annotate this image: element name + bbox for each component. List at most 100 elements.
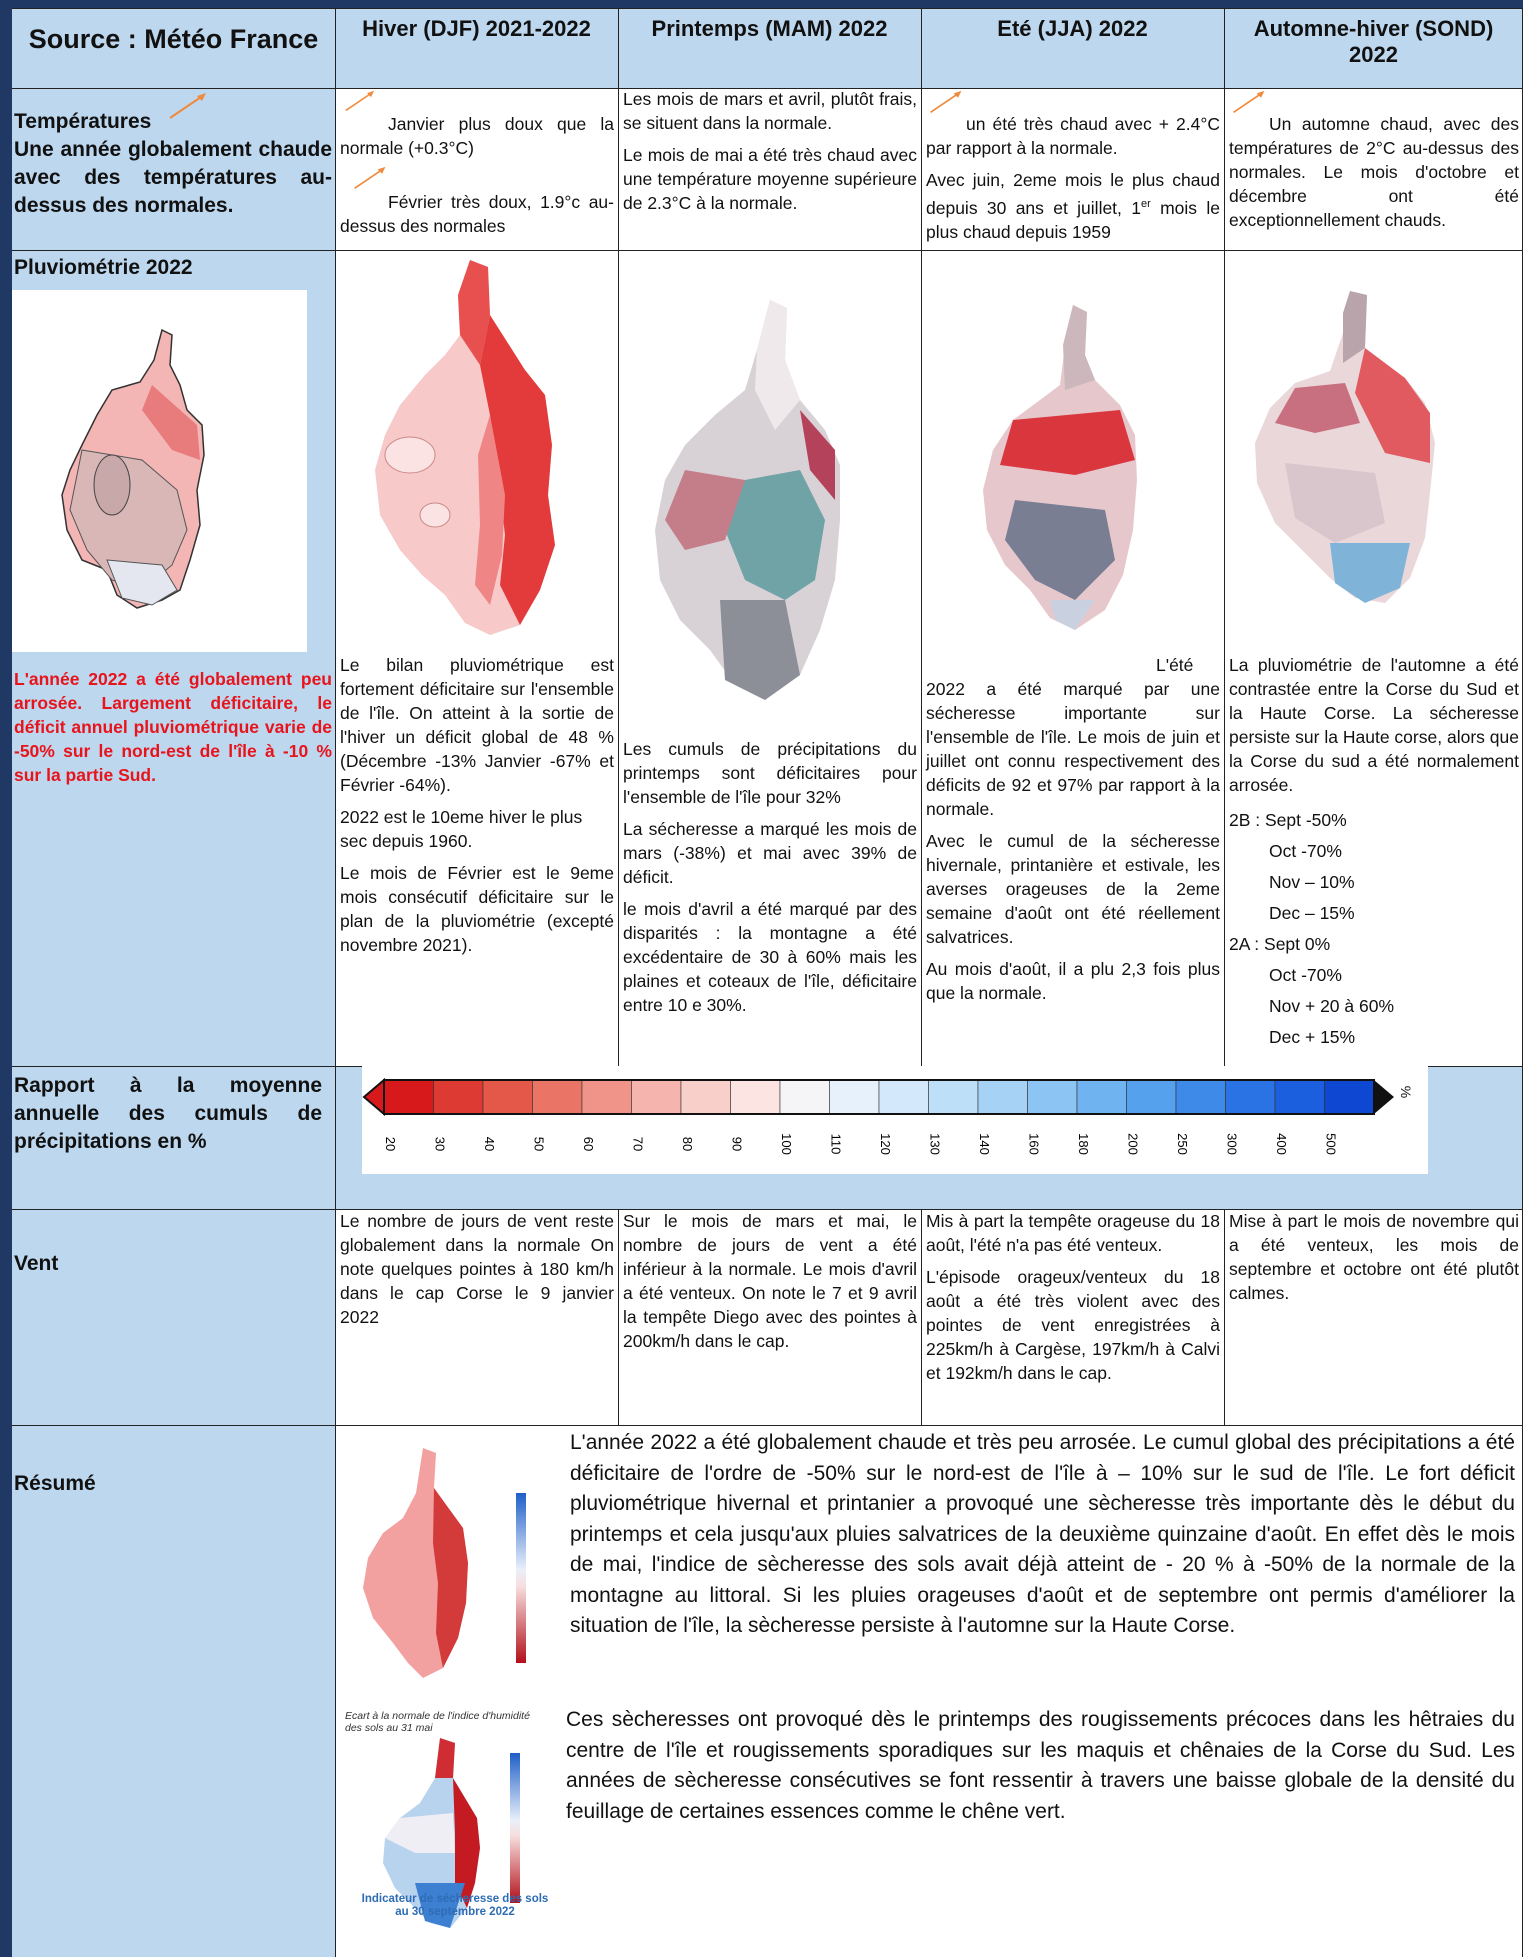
pluvio-automne-item: 2B : Sept -50%: [1229, 810, 1347, 830]
corsica-drought-map: [383, 1738, 520, 1928]
temp-ete-1-text: un été très chaud avec + 2.4°C par rappo…: [926, 114, 1220, 158]
pluvio-hiver-2: 2022 est le 10eme hiver le plus sec depu…: [340, 807, 583, 851]
pluvio-automne-item: Oct -70%: [1269, 841, 1342, 861]
scale-swatch: [1274, 1079, 1325, 1115]
resume-para-1: L'année 2022 a été globalement chaude et…: [570, 1431, 1515, 1637]
temp-ete-2: Avec juin, 2eme mois le plus chaud depui…: [926, 168, 1220, 244]
label-bg-rapport: [12, 1067, 335, 1209]
scale-swatch: [433, 1079, 484, 1115]
scale-tick-label: 140: [977, 1133, 992, 1155]
scale-swatch: [1324, 1079, 1375, 1115]
pluvio-ete: L'été 2022 a été marqué par une sécheres…: [922, 653, 1224, 1013]
temp-hiver: Janvier plus doux que la normale (+0.3°C…: [336, 90, 618, 238]
scale-swatch: [779, 1079, 830, 1115]
temp-printemps: Les mois de mars et avril, plutôt frais,…: [619, 87, 921, 223]
rapport-title: Rapport à la moyenne annuelle des cumuls…: [14, 1074, 322, 1153]
scale-swatch: [977, 1079, 1028, 1115]
header-hiver: Hiver (DJF) 2021-2022: [335, 8, 618, 88]
pluvio-automne-item: Nov + 20 à 60%: [1269, 996, 1395, 1016]
scale-tick-label: 20: [383, 1137, 398, 1151]
header-automne: Automne-hiver (SOND) 2022: [1224, 8, 1523, 88]
vent-ete-2: L'épisode orageux/venteux du 18 août a é…: [926, 1267, 1220, 1383]
frame-top: [0, 0, 1523, 8]
vent-title: Vent: [14, 1252, 59, 1275]
map-printemps: [625, 280, 915, 720]
header-printemps: Printemps (MAM) 2022: [618, 8, 921, 88]
corsica-printemps-map: [655, 300, 840, 700]
scale-tick-label: 100: [779, 1133, 794, 1155]
scale-right-arrow: [1374, 1080, 1394, 1114]
resume-para-2: Ces sècheresses ont provoqué dès le prin…: [566, 1708, 1515, 1823]
scale-tick-label: 50: [532, 1137, 547, 1151]
scale-unit: %: [1398, 1085, 1415, 1099]
map-ete: [955, 300, 1185, 640]
scale-tick-label: 130: [928, 1133, 943, 1155]
scale-swatch: [829, 1079, 880, 1115]
corsica-automne-map: [1255, 291, 1435, 603]
pluvio-automne: La pluviométrie de l'automne a été contr…: [1225, 653, 1523, 1053]
scale-swatch: [631, 1079, 682, 1115]
resume-map-1: [338, 1433, 553, 1683]
map-automne: [1235, 283, 1515, 613]
scale-tick-label: 80: [680, 1137, 695, 1151]
temperatures-title: Températures: [14, 110, 152, 133]
scale-swatch: [532, 1079, 583, 1115]
pluvio-ete-2: Avec le cumul de la sécheresse hivernale…: [926, 831, 1220, 947]
scale-tick-label: 400: [1274, 1133, 1289, 1155]
pluvio-automne-list: 2B : Sept -50% Oct -70% Nov – 10% Dec – …: [1229, 805, 1519, 1053]
resume-map-2: [355, 1733, 555, 1938]
pluvio-hiver-3: Le mois de Février est le 9eme mois cons…: [340, 863, 614, 955]
pluvio-printemps-3: le mois d'avril a été marqué par des dis…: [623, 899, 917, 1015]
map-hiver: [340, 255, 615, 640]
temp-ete-2sup: er: [1140, 198, 1151, 210]
temp-ete-2b: mois le plus chaud depuis 1959: [926, 197, 1220, 242]
pluvio-printemps: Les cumuls de précipitations du printemp…: [619, 737, 921, 1025]
temp-printemps-2: Le mois de mai a été très chaud avec une…: [623, 145, 917, 213]
scale-tick-label: 500: [1324, 1133, 1339, 1155]
pluvio-automne-item: Dec – 15%: [1269, 903, 1355, 923]
arrow-up-icon: [345, 90, 375, 112]
corsica-humidity-map: [363, 1448, 526, 1678]
scale-tick-label: 180: [1076, 1133, 1091, 1155]
scale-swatch: [1076, 1079, 1127, 1115]
scale-tick-label: 70: [631, 1137, 646, 1151]
arrow-up-icon: [1233, 90, 1265, 113]
frame-left: [0, 0, 12, 1957]
scale-swatch: [730, 1079, 781, 1115]
scale-swatch: [1027, 1079, 1078, 1115]
pluvio-note: L'année 2022 a été globalement peu arros…: [14, 669, 332, 785]
label-bg-vent: [12, 1209, 335, 1425]
vent-hiver: Le nombre de jours de vent reste globale…: [340, 1211, 614, 1327]
temp-ete: un été très chaud avec + 2.4°C par rappo…: [922, 90, 1224, 252]
scale-swatch: [1126, 1079, 1177, 1115]
scale-swatch: [878, 1079, 929, 1115]
pluvio-automne-intro: La pluviométrie de l'automne a été contr…: [1229, 655, 1519, 795]
scale-swatch: [482, 1079, 533, 1115]
pluvio-hiver: Le bilan pluviométrique est fortement dé…: [336, 653, 618, 965]
corsica-annual-map: [61, 328, 205, 609]
vent-ete-1: Mis à part la tempête orageuse du 18 aoû…: [926, 1211, 1220, 1255]
corsica-hiver-map: [375, 260, 555, 635]
scale-swatch: [383, 1079, 434, 1115]
scale-tick-label: 30: [433, 1137, 448, 1151]
scale-swatch: [1175, 1079, 1226, 1115]
pluvio-printemps-2: La sécheresse a marqué les mois de mars …: [623, 819, 917, 887]
color-scale: 20 30 40 50 60 70 80 90 100 110 120 130 140 160 180 200…: [362, 1066, 1428, 1174]
temp-automne: Un automne chaud, avec des températures …: [1225, 90, 1523, 232]
scale-swatch: [680, 1079, 731, 1115]
color-scale-bar: 20 30 40 50 60 70 80 90 100 110 120 130 140 160 180 200…: [362, 1077, 1394, 1155]
temp-ete-2a: Avec juin, 2eme mois le plus chaud depui…: [926, 170, 1220, 218]
resume-map-2-caption: Indicateur de sécheresse des sols au 30 …: [361, 1893, 549, 1918]
scale-swatch: [581, 1079, 632, 1115]
scale-tick-label: 200: [1126, 1133, 1141, 1155]
pluvio-automne-item: Oct -70%: [1269, 965, 1342, 985]
scale-tick-label: 250: [1175, 1133, 1190, 1155]
vent-ete: Mis à part la tempête orageuse du 18 aoû…: [922, 1209, 1224, 1393]
scale-tick-label: 40: [482, 1137, 497, 1151]
temp-hiver-2: Février très doux, 1.9°c au-dessus des n…: [340, 192, 614, 236]
temp-automne-1: Un automne chaud, avec des températures …: [1229, 114, 1519, 230]
source-label: Source : Météo France: [12, 8, 335, 88]
scale-tick-label: 300: [1225, 1133, 1240, 1155]
header-ete: Eté (JJA) 2022: [921, 8, 1224, 88]
scale-swatch: [928, 1079, 979, 1115]
